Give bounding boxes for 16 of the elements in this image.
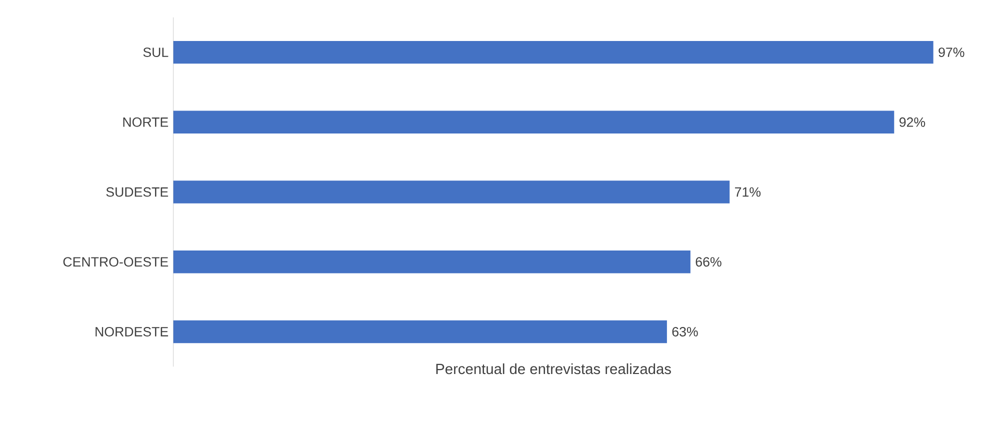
bar bbox=[173, 250, 690, 274]
data-label: 92% bbox=[899, 118, 926, 128]
x-axis-title: Percentual de entrevistas realizadas bbox=[436, 364, 671, 374]
data-label: 97% bbox=[938, 48, 964, 58]
y-tick-label: SUL bbox=[143, 48, 168, 58]
data-label: 71% bbox=[735, 187, 761, 197]
y-tick-label: NORTE bbox=[123, 118, 168, 128]
y-tick-label: SUDESTE bbox=[106, 187, 168, 197]
bar bbox=[173, 110, 894, 134]
bar bbox=[173, 320, 667, 344]
bar bbox=[173, 180, 730, 204]
bar bbox=[173, 41, 934, 64]
data-label: 63% bbox=[672, 327, 698, 337]
data-label: 66% bbox=[696, 257, 722, 267]
y-tick-label: NORDESTE bbox=[96, 327, 168, 337]
y-tick-label: CENTRO-OESTE bbox=[63, 257, 168, 267]
